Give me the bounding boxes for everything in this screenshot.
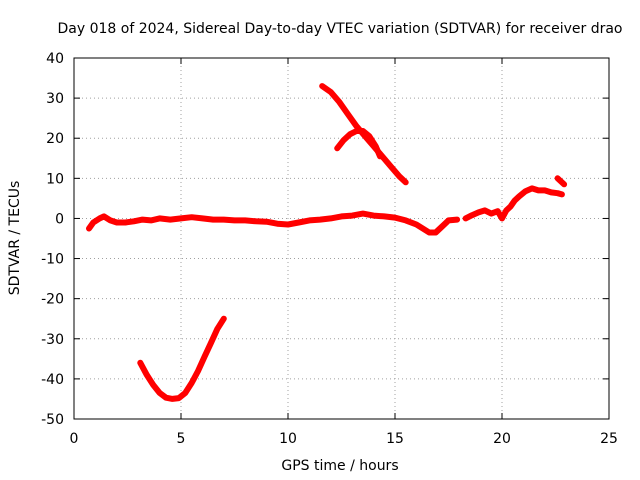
series-track-main [86,210,461,236]
y-tick-labels: -50 -40 -30 -20 -10 0 10 20 30 40 [41,51,64,428]
y-tick-label: 0 [55,211,64,227]
x-tick-label: 5 [177,431,186,447]
series-track-end-spike [554,175,568,188]
series-track-morning-dip [137,315,227,402]
y-tick-label: -20 [41,292,64,308]
series-group [86,83,568,402]
x-tick-labels: 0 5 10 15 20 25 [70,431,618,447]
plot-frame [73,57,610,420]
x-tick-label: 0 [70,431,79,447]
y-tick-label: -40 [41,372,64,388]
y-tick-label: -10 [41,252,64,268]
y-tick-label: 30 [46,91,64,107]
y-tick-label: 10 [46,171,64,187]
y-tick-label: 40 [46,51,64,67]
axis-ticks [74,58,609,419]
x-tick-label: 25 [600,431,618,447]
x-tick-label: 10 [279,431,297,447]
x-tick-label: 15 [386,431,404,447]
series-track-evening [462,185,565,222]
y-tick-label: 20 [46,131,64,147]
chart-title: Day 018 of 2024, Sidereal Day-to-day VTE… [57,21,622,37]
series-track-arc [334,128,383,160]
y-tick-label: -50 [41,412,64,428]
grid-lines [74,58,609,419]
y-axis-label: SDTVAR / TECUs [7,181,23,296]
y-tick-label: -30 [41,332,64,348]
x-tick-label: 20 [493,431,511,447]
x-axis-label: GPS time / hours [281,458,398,474]
